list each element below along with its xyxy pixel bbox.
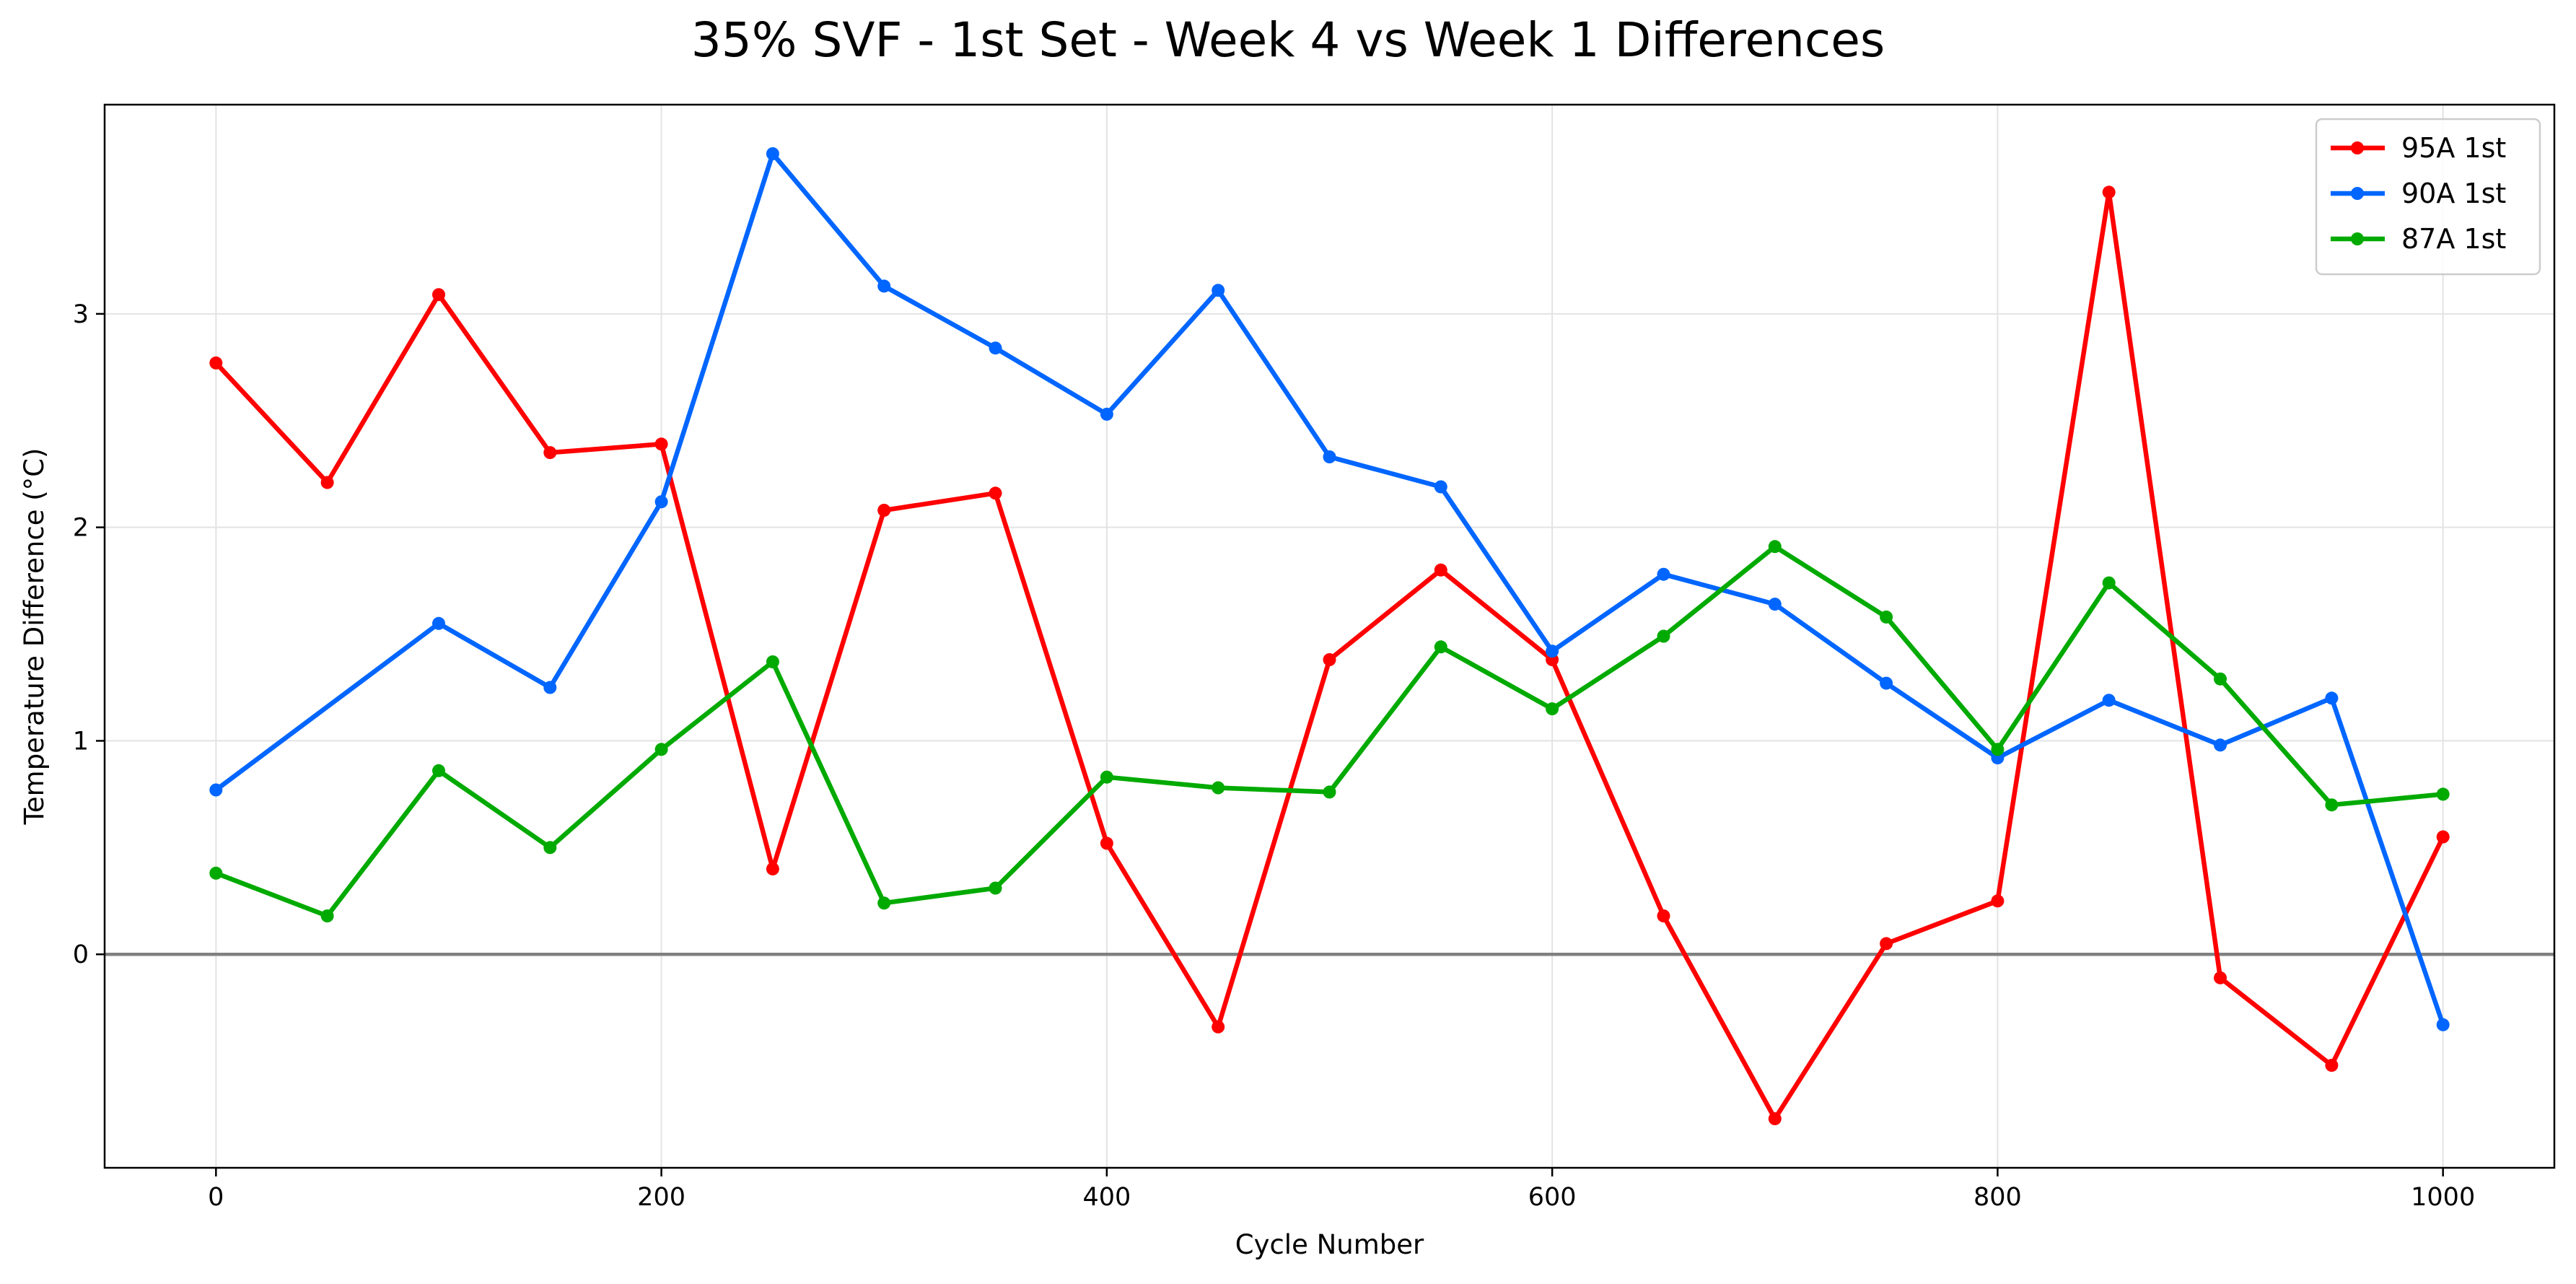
- y-axis-ticks: 0 1 2 3: [73, 300, 105, 969]
- y-tick-label: 0: [73, 940, 89, 969]
- data-point: [320, 909, 334, 922]
- data-point: [2436, 830, 2450, 844]
- x-tick-label: 200: [637, 1183, 685, 1212]
- data-point: [2102, 185, 2116, 199]
- x-tick-label: 600: [1528, 1183, 1577, 1212]
- data-point: [1991, 894, 2005, 908]
- data-point: [2325, 1059, 2339, 1072]
- data-point: [989, 881, 1002, 895]
- x-tick-label: 0: [208, 1183, 224, 1212]
- data-point: [209, 356, 223, 370]
- series-line: [214, 151, 2445, 1028]
- data-point: [1212, 781, 1225, 795]
- legend-entry: 90A 1st: [2331, 178, 2506, 209]
- series-90a-1st: [209, 147, 2450, 1031]
- legend-label: 87A 1st: [2401, 223, 2506, 255]
- legend-label: 90A 1st: [2401, 178, 2506, 209]
- data-point: [432, 288, 445, 302]
- data-point: [766, 862, 779, 875]
- data-point: [1323, 653, 1336, 666]
- chart-title: 35% SVF - 1st Set - Week 4 vs Week 1 Dif…: [691, 12, 1885, 68]
- legend-box: [2315, 118, 2541, 276]
- data-point: [432, 616, 445, 630]
- series-87a-1st: [209, 540, 2450, 922]
- data-point: [877, 279, 891, 293]
- x-tick-label: 1000: [2411, 1183, 2475, 1212]
- legend-entry: 95A 1st: [2331, 132, 2506, 164]
- data-point: [654, 495, 668, 509]
- legend-entry: 87A 1st: [2331, 223, 2506, 255]
- y-tick-label: 3: [73, 300, 89, 329]
- data-point: [1100, 837, 1113, 850]
- data-point: [1991, 743, 2005, 756]
- data-point: [1657, 909, 1670, 922]
- y-axis-label: Temperature Difference (°C): [19, 448, 50, 826]
- data-point: [1880, 676, 1893, 690]
- data-point: [2325, 798, 2339, 812]
- data-point: [1657, 567, 1670, 581]
- data-point: [989, 486, 1002, 500]
- data-point: [1768, 540, 1782, 554]
- data-point: [1546, 702, 1559, 716]
- data-point: [654, 437, 668, 451]
- data-point: [543, 446, 557, 460]
- data-point: [209, 783, 223, 797]
- data-point: [432, 764, 445, 777]
- legend-swatch-marker: [2351, 187, 2364, 200]
- data-point: [877, 504, 891, 517]
- data-point: [877, 896, 891, 910]
- data-point: [1100, 407, 1113, 421]
- data-point: [2102, 576, 2116, 590]
- data-point: [1880, 610, 1893, 624]
- x-tick-label: 800: [1973, 1183, 2022, 1212]
- data-point: [1657, 629, 1670, 643]
- data-point: [766, 147, 779, 160]
- data-point: [2214, 971, 2227, 984]
- data-point: [1434, 480, 1447, 494]
- data-point: [766, 655, 779, 668]
- data-point: [2436, 1018, 2450, 1031]
- data-point: [320, 476, 334, 489]
- y-tick-label: 2: [73, 514, 89, 543]
- plot-frame: [103, 103, 2556, 1169]
- y-tick-label: 1: [73, 727, 89, 756]
- data-point: [543, 841, 557, 855]
- x-axis-ticks: 0 200 400 600 800 1000: [208, 1168, 2475, 1212]
- data-point: [1768, 1112, 1782, 1125]
- data-point: [2214, 738, 2227, 752]
- data-point: [2325, 691, 2339, 705]
- legend-label: 95A 1st: [2401, 132, 2506, 164]
- data-point: [989, 341, 1002, 355]
- data-point: [2102, 694, 2116, 707]
- legend-swatch-marker: [2351, 232, 2364, 245]
- data-point: [1323, 450, 1336, 463]
- data-point: [2214, 672, 2227, 686]
- data-point: [1100, 770, 1113, 784]
- legend: 95A 1st 90A 1st 87A 1st: [2315, 118, 2541, 276]
- data-point: [1212, 284, 1225, 297]
- data-point: [1434, 563, 1447, 577]
- data-point: [209, 866, 223, 880]
- data-point: [1323, 785, 1336, 799]
- data-point: [1880, 937, 1893, 951]
- data-point: [654, 743, 668, 756]
- series-95a-1st: [209, 185, 2450, 1125]
- legend-swatch-marker: [2351, 141, 2364, 154]
- series-layer: [209, 147, 2450, 1125]
- data-point: [1546, 645, 1559, 658]
- data-point: [1768, 598, 1782, 611]
- data-point: [2436, 787, 2450, 801]
- x-axis-label: Cycle Number: [1235, 1229, 1424, 1260]
- data-point: [543, 681, 557, 694]
- data-point: [1434, 640, 1447, 654]
- data-point: [1212, 1020, 1225, 1034]
- x-tick-label: 400: [1082, 1183, 1131, 1212]
